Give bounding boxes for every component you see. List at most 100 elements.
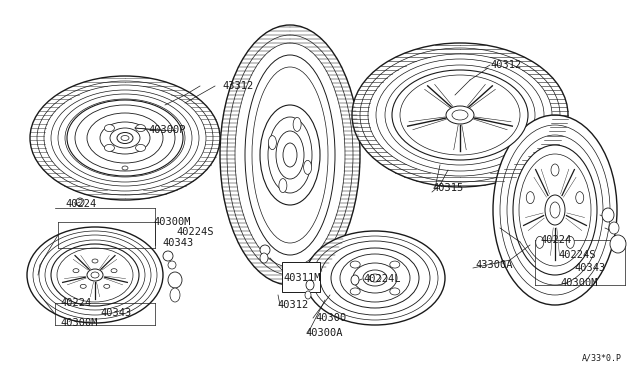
Text: 43300A: 43300A bbox=[475, 260, 513, 270]
Ellipse shape bbox=[122, 166, 128, 170]
Ellipse shape bbox=[57, 248, 133, 302]
Ellipse shape bbox=[283, 143, 297, 167]
Ellipse shape bbox=[363, 270, 387, 286]
Ellipse shape bbox=[350, 288, 360, 295]
Ellipse shape bbox=[276, 131, 304, 179]
Ellipse shape bbox=[369, 274, 381, 282]
Ellipse shape bbox=[452, 110, 468, 120]
Text: 40300P: 40300P bbox=[148, 125, 186, 135]
Text: 40300A: 40300A bbox=[305, 328, 342, 338]
Ellipse shape bbox=[385, 65, 535, 165]
Ellipse shape bbox=[260, 245, 270, 255]
Ellipse shape bbox=[92, 259, 98, 263]
Ellipse shape bbox=[58, 94, 192, 182]
Text: 40343: 40343 bbox=[100, 308, 131, 318]
Ellipse shape bbox=[260, 105, 320, 205]
Ellipse shape bbox=[526, 192, 534, 203]
Ellipse shape bbox=[550, 202, 560, 218]
Ellipse shape bbox=[65, 99, 185, 177]
Ellipse shape bbox=[352, 43, 568, 187]
Ellipse shape bbox=[117, 132, 133, 144]
Ellipse shape bbox=[268, 136, 276, 150]
Ellipse shape bbox=[91, 272, 99, 278]
Ellipse shape bbox=[163, 251, 173, 261]
Ellipse shape bbox=[104, 284, 109, 288]
Text: 40311M: 40311M bbox=[283, 273, 321, 283]
Ellipse shape bbox=[303, 160, 312, 174]
Text: 40300M: 40300M bbox=[60, 318, 97, 328]
Ellipse shape bbox=[100, 122, 150, 154]
Ellipse shape bbox=[67, 100, 183, 176]
Text: 40224: 40224 bbox=[60, 298, 92, 308]
Text: A/33*0.P: A/33*0.P bbox=[582, 353, 622, 362]
Text: 40300: 40300 bbox=[315, 313, 346, 323]
Ellipse shape bbox=[121, 135, 129, 141]
Ellipse shape bbox=[513, 145, 597, 275]
Ellipse shape bbox=[320, 241, 430, 315]
Ellipse shape bbox=[136, 125, 145, 132]
Text: 40224L: 40224L bbox=[363, 274, 401, 284]
Ellipse shape bbox=[268, 117, 312, 193]
Ellipse shape bbox=[390, 261, 400, 268]
Ellipse shape bbox=[252, 67, 328, 243]
Ellipse shape bbox=[168, 272, 182, 288]
Ellipse shape bbox=[331, 248, 419, 308]
Ellipse shape bbox=[227, 35, 353, 275]
Text: 40224: 40224 bbox=[540, 235, 572, 245]
Ellipse shape bbox=[44, 85, 206, 191]
Text: 40343: 40343 bbox=[574, 263, 605, 273]
Ellipse shape bbox=[602, 208, 614, 222]
Ellipse shape bbox=[376, 59, 544, 171]
Ellipse shape bbox=[110, 128, 140, 148]
Text: 40312: 40312 bbox=[490, 60, 521, 70]
Ellipse shape bbox=[245, 55, 335, 255]
Ellipse shape bbox=[170, 288, 180, 302]
Text: 40343: 40343 bbox=[162, 238, 193, 248]
Ellipse shape bbox=[610, 235, 626, 253]
Text: 43312: 43312 bbox=[222, 81, 253, 91]
Ellipse shape bbox=[566, 236, 574, 248]
Text: 40315: 40315 bbox=[432, 183, 463, 193]
Ellipse shape bbox=[260, 253, 268, 263]
Ellipse shape bbox=[51, 90, 199, 186]
Ellipse shape bbox=[350, 261, 360, 268]
Ellipse shape bbox=[446, 106, 474, 124]
Ellipse shape bbox=[104, 125, 115, 132]
Text: 40300M: 40300M bbox=[153, 217, 191, 227]
Ellipse shape bbox=[37, 81, 213, 195]
Ellipse shape bbox=[27, 227, 163, 323]
Ellipse shape bbox=[306, 280, 314, 290]
Ellipse shape bbox=[73, 269, 79, 273]
Ellipse shape bbox=[305, 231, 445, 325]
Ellipse shape bbox=[45, 240, 145, 310]
Ellipse shape bbox=[353, 263, 397, 293]
Ellipse shape bbox=[340, 254, 410, 302]
Ellipse shape bbox=[609, 222, 619, 234]
Text: 40300M: 40300M bbox=[560, 278, 598, 288]
Ellipse shape bbox=[368, 54, 552, 176]
Ellipse shape bbox=[104, 144, 115, 151]
Ellipse shape bbox=[220, 25, 360, 285]
Text: 40224: 40224 bbox=[65, 199, 96, 209]
Ellipse shape bbox=[168, 261, 176, 269]
Ellipse shape bbox=[75, 105, 175, 171]
Text: 40312: 40312 bbox=[277, 300, 308, 310]
Ellipse shape bbox=[293, 118, 301, 131]
Ellipse shape bbox=[400, 75, 520, 155]
Ellipse shape bbox=[235, 43, 345, 267]
Ellipse shape bbox=[493, 115, 617, 305]
Ellipse shape bbox=[136, 144, 145, 151]
Ellipse shape bbox=[87, 269, 103, 281]
Ellipse shape bbox=[576, 192, 584, 203]
Ellipse shape bbox=[312, 236, 438, 320]
Ellipse shape bbox=[545, 195, 565, 225]
Ellipse shape bbox=[392, 70, 528, 160]
Ellipse shape bbox=[80, 284, 86, 288]
Ellipse shape bbox=[33, 231, 157, 319]
Ellipse shape bbox=[30, 76, 220, 200]
Ellipse shape bbox=[87, 113, 163, 163]
Bar bbox=[282, 262, 320, 292]
Ellipse shape bbox=[500, 125, 610, 295]
Ellipse shape bbox=[360, 48, 560, 182]
Ellipse shape bbox=[390, 288, 400, 295]
